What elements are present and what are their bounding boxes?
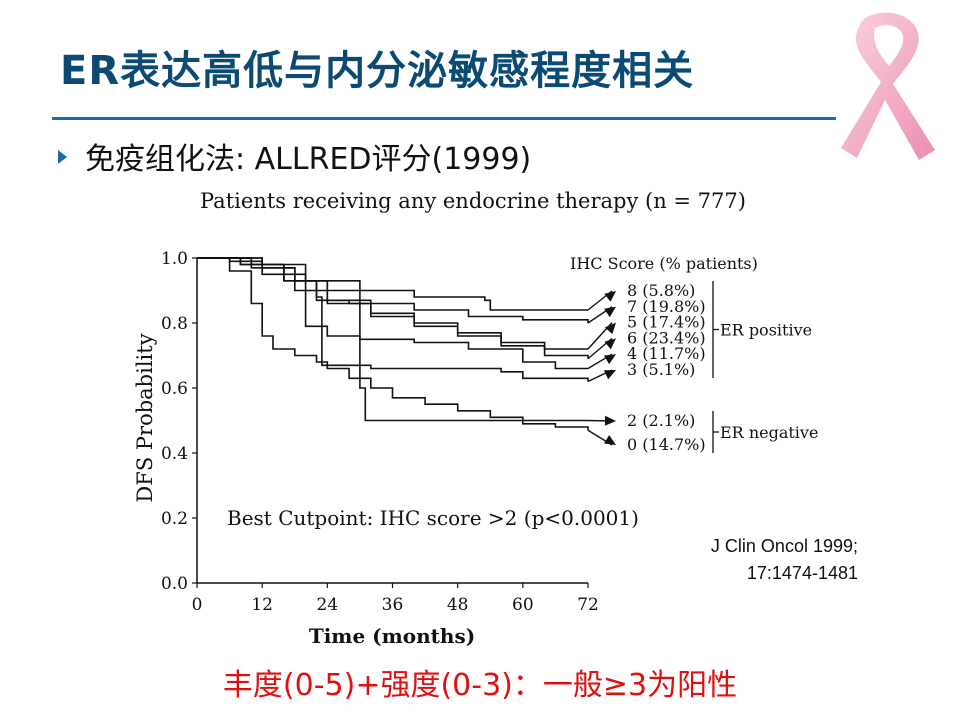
- bullet-text: 免疫组化法: ALLRED评分(1999): [85, 142, 532, 177]
- citation-pages: 17:1474-1481: [746, 563, 858, 583]
- x-tick-label: 0: [192, 595, 203, 615]
- citation: J Clin Oncol 1999; 17:1474-1481: [711, 533, 858, 587]
- chart-title: Patients receiving any endocrine therapy…: [200, 189, 746, 213]
- legend-arrowhead: [604, 435, 616, 445]
- y-tick-label: 0.4: [161, 444, 188, 464]
- chart-axes: 0 12 24 36 48 60 72 0.0 0.2 0.4 0.6 0.8 1.0: [161, 249, 599, 615]
- km-curve: [197, 257, 588, 311]
- legend-arrowhead: [603, 370, 616, 380]
- legend-series-label: 2 (2.1%): [627, 411, 695, 430]
- legend-series-label: 5 (17.4%): [627, 313, 706, 332]
- km-chart: Patients receiving any endocrine therapy…: [133, 189, 818, 648]
- legend-arrowhead: [604, 291, 616, 302]
- chart-curves: [197, 257, 589, 431]
- group-label-er-positive: ER positive: [720, 321, 812, 340]
- legend-arrowhead: [604, 415, 616, 426]
- y-tick-label: 0.2: [161, 509, 188, 529]
- citation-journal: J Clin Oncol 1999;: [710, 536, 858, 556]
- y-axis-label: DFS Probability: [133, 333, 157, 502]
- bottom-note: 丰度(0-5)+强度(0-3)：一般≥3为阳性: [222, 668, 738, 703]
- x-tick-label: 72: [577, 595, 599, 615]
- legend-series-label: 8 (5.8%): [627, 281, 695, 300]
- legend-title: IHC Score (% patients): [570, 254, 758, 273]
- legend-arrowhead: [604, 322, 616, 335]
- km-curve: [197, 257, 588, 422]
- y-tick-label: 0.8: [161, 314, 188, 334]
- legend-arrowhead: [604, 306, 616, 318]
- y-tick-label: 0.6: [161, 379, 188, 399]
- title-divider: [52, 117, 836, 120]
- legend-series-label: 7 (19.8%): [627, 297, 706, 316]
- legend-series-label: 0 (14.7%): [627, 435, 706, 454]
- bullet-arrow-icon: [58, 150, 67, 164]
- slide-title: ER表达高低与内分泌敏感程度相关: [60, 48, 695, 94]
- x-axis-label: Time (months): [309, 624, 475, 648]
- x-tick-label: 12: [251, 595, 273, 615]
- pink-ribbon-icon: [841, 12, 935, 161]
- chart-legend: 8 (5.8%)7 (19.8%)5 (17.4%)6 (23.4%)4 (11…: [587, 281, 818, 454]
- legend-series-label: 6 (23.4%): [627, 328, 706, 347]
- km-curve: [197, 257, 589, 359]
- legend-arrowhead: [604, 338, 616, 350]
- chart-annotation: Best Cutpoint: IHC score >2 (p<0.0001): [227, 506, 639, 530]
- y-tick-label: 0.0: [161, 574, 188, 594]
- x-tick-label: 60: [512, 595, 534, 615]
- x-tick-label: 36: [382, 595, 404, 615]
- group-label-er-negative: ER negative: [720, 423, 818, 442]
- x-tick-label: 24: [317, 595, 339, 615]
- legend-arrowhead: [604, 354, 616, 365]
- x-tick-label: 48: [447, 595, 469, 615]
- y-tick-label: 1.0: [161, 249, 188, 269]
- km-curve: [197, 257, 589, 431]
- legend-series-label: 4 (11.7%): [627, 344, 706, 363]
- legend-series-label: 3 (5.1%): [627, 360, 695, 379]
